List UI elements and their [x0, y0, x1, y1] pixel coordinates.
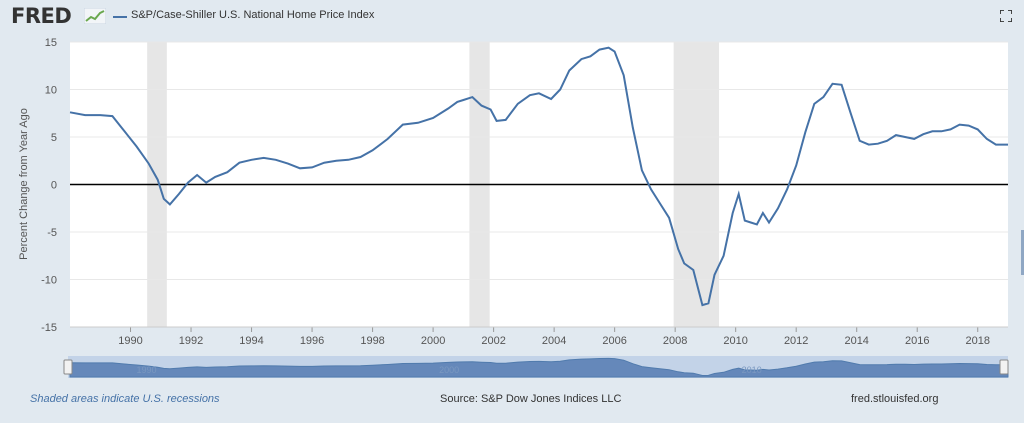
x-tick-label: 1998: [360, 335, 384, 347]
navigator[interactable]: 1990 2000 2010: [63, 356, 1009, 378]
x-tick-label: 1994: [239, 335, 263, 347]
fred-logo[interactable]: FRED: [11, 4, 72, 28]
recession-note-link[interactable]: Shaded areas indicate U.S. recessions: [30, 393, 220, 405]
y-tick-label: 0: [51, 180, 57, 192]
site-link[interactable]: fred.stlouisfed.org: [851, 393, 939, 405]
legend-series-label[interactable]: S&P/Case-Shiller U.S. National Home Pric…: [131, 9, 375, 21]
axes: 15 10 5 0 -5 -10 -15 1990 1992 1994 1996 1998 2000 20…: [41, 37, 1008, 347]
navigator-ticks: 1990 2000 2010: [137, 365, 762, 375]
source-text: Source: S&P Dow Jones Indices LLC: [440, 393, 622, 405]
x-tick-label: 1996: [300, 335, 324, 347]
trend-chart-icon: [84, 8, 106, 24]
x-tick-label: 2012: [784, 335, 808, 347]
y-tick-label: -10: [41, 275, 57, 287]
navigator-handle-right[interactable]: [999, 359, 1009, 375]
x-tick-label: 2018: [965, 335, 989, 347]
x-tick-label: 1992: [179, 335, 203, 347]
x-tick-label: 2006: [602, 335, 626, 347]
navigator-tick-label: 1990: [137, 365, 157, 375]
y-tick-label: 5: [51, 132, 57, 144]
navigator-tick-label: 2010: [742, 365, 762, 375]
x-tick-label: 2002: [481, 335, 505, 347]
legend-swatch: [113, 16, 127, 18]
y-tick-label: 15: [45, 37, 57, 49]
navigator-area: [69, 357, 1009, 378]
y-axis-title: Percent Change from Year Ago: [18, 108, 30, 260]
x-tick-label: 2004: [542, 335, 566, 347]
series-line: [69, 46, 1008, 307]
x-tick-label: 2008: [663, 335, 687, 347]
navigator-tick-label: 2000: [439, 365, 459, 375]
y-tick-label: 10: [45, 85, 57, 97]
y-tick-label: -5: [47, 227, 57, 239]
chart-header: FRED S&P/Case-Shiller U.S. National Home…: [0, 0, 1024, 36]
scrollbar-thumb[interactable]: [1021, 230, 1024, 275]
x-tick-label: 2000: [421, 335, 445, 347]
x-tick-label: 2014: [844, 335, 868, 347]
x-tick-label: 2016: [905, 335, 929, 347]
y-tick-label: -15: [41, 322, 57, 334]
x-tick-label: 2010: [723, 335, 747, 347]
x-tick-label: 1990: [118, 335, 142, 347]
navigator-handle-left[interactable]: [63, 359, 73, 375]
